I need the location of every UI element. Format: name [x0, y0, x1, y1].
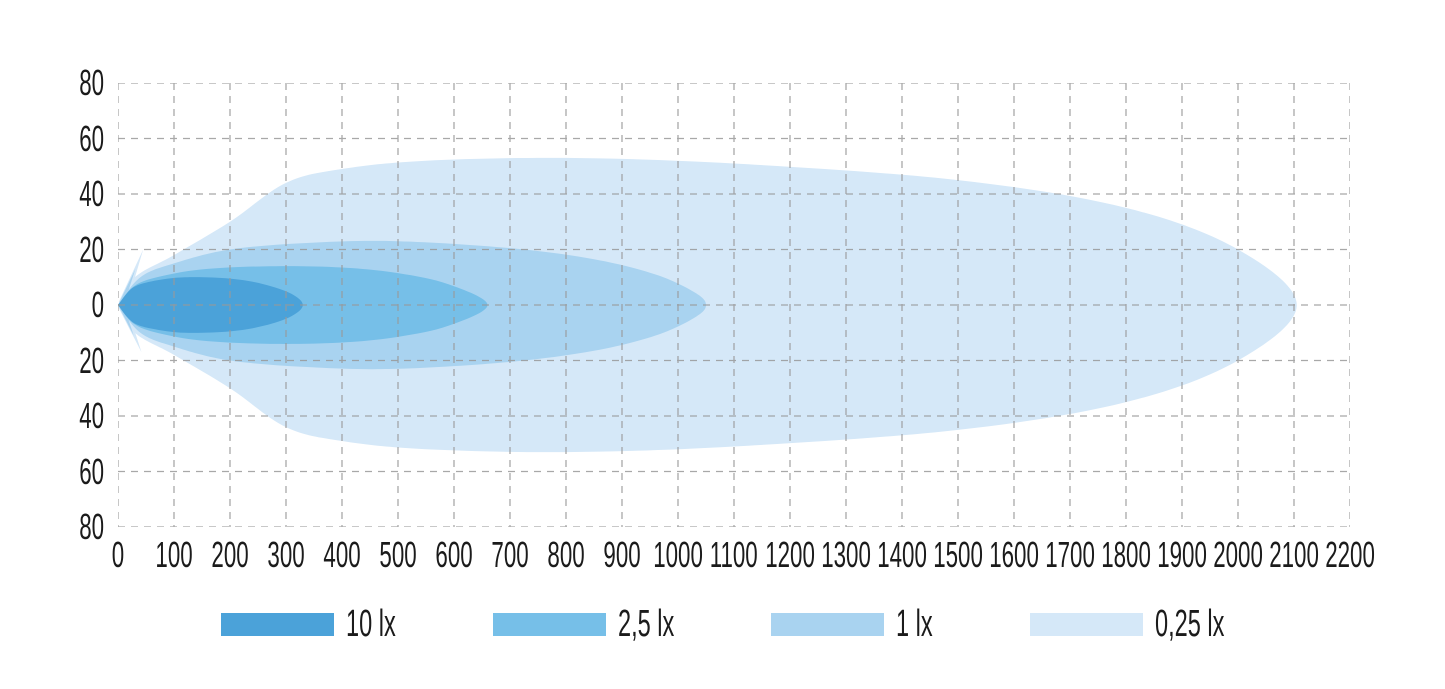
grid-lines: [118, 83, 1350, 527]
legend-label-2_5lx: 2,5 lx: [617, 603, 675, 645]
x-tick-label: 1300: [821, 534, 871, 575]
y-tick-label: 20: [79, 228, 104, 270]
x-tick-label: 1700: [1045, 534, 1095, 575]
y-tick-label: 80: [79, 506, 104, 547]
x-tick-label: 300: [267, 534, 305, 575]
legend-item-2_5lx: 2,5 lx: [492, 603, 675, 645]
x-tick-label: 400: [323, 534, 361, 575]
legend-item-1lx: 1 lx: [770, 603, 933, 645]
x-tick-label: 1900: [1157, 534, 1207, 575]
plot-area: [118, 83, 1350, 527]
x-tick-label: 1500: [933, 534, 983, 575]
y-tick-label: 40: [79, 395, 104, 436]
x-tick-label: 1600: [989, 534, 1039, 575]
legend-item-0_25lx: 0,25 lx: [1029, 603, 1225, 645]
y-tick-label: 60: [79, 450, 104, 492]
y-tick-label: 20: [79, 339, 104, 381]
x-tick-label: 100: [155, 534, 193, 575]
x-tick-label: 0: [111, 534, 125, 575]
origin-flare-spike-2: [118, 268, 136, 305]
x-tick-label: 2100: [1269, 534, 1319, 575]
x-tick-label: 1400: [877, 534, 927, 575]
legend-label-10lx: 10 lx: [345, 603, 396, 645]
y-tick-label: 60: [79, 117, 104, 159]
x-tick-label: 1200: [765, 534, 815, 575]
x-tick-label: 500: [379, 534, 417, 575]
y-tick-label: 40: [79, 173, 104, 214]
legend-swatch-10lx: [220, 612, 334, 636]
legend: 10 lx 2,5 lx 1 lx 0,25 lx: [0, 605, 1445, 643]
y-tick-label: 0: [91, 284, 104, 325]
x-tick-label: 800: [547, 534, 585, 575]
legend-label-1lx: 1 lx: [895, 603, 933, 645]
x-tick-label: 600: [435, 534, 473, 575]
legend-swatch-0_25lx: [1029, 612, 1143, 636]
x-tick-label: 900: [603, 534, 641, 575]
legend-label-0_25lx: 0,25 lx: [1154, 603, 1225, 645]
legend-swatch-2_5lx: [492, 612, 606, 636]
beam-pattern-svg: [118, 83, 1350, 527]
x-tick-label: 2000: [1213, 534, 1263, 575]
x-tick-label: 200: [211, 534, 249, 575]
x-tick-label: 2200: [1325, 534, 1375, 575]
x-tick-label: 1100: [709, 534, 758, 575]
legend-item-10lx: 10 lx: [220, 603, 396, 645]
x-tick-label: 700: [491, 534, 529, 575]
x-tick-label: 1000: [653, 534, 703, 575]
x-tick-label: 1800: [1101, 534, 1151, 575]
legend-swatch-1lx: [770, 612, 884, 636]
y-tick-label: 80: [79, 62, 104, 103]
